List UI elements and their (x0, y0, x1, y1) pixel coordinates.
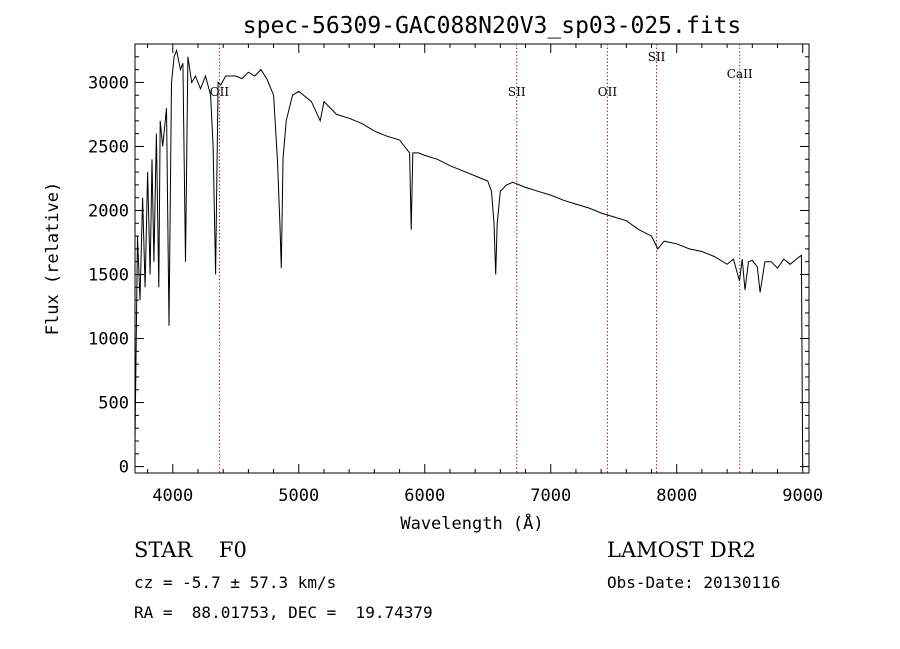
chart-title: spec-56309-GAC088N20V3_sp03-025.fits (243, 13, 742, 39)
y-tick-label: 0 (119, 458, 129, 478)
y-tick-label: 2500 (88, 137, 129, 157)
line-marker-label: SII (508, 85, 526, 99)
x-tick-label: 7000 (530, 486, 571, 506)
y-tick-label: 1500 (88, 266, 129, 286)
x-tick-label: 9000 (782, 486, 823, 506)
plot-frame (134, 43, 810, 474)
survey-label: LAMOST DR2 (607, 538, 756, 562)
line-marker-label: CaII (727, 67, 753, 81)
x-tick-label: 6000 (404, 486, 445, 506)
x-axis-label: Wavelength (Å) (400, 512, 543, 534)
obs-date-label: Obs-Date: 20130116 (607, 573, 781, 592)
line-marker-label: SII (648, 50, 666, 64)
y-axis-label: Flux (relative) (43, 182, 63, 336)
y-tick-label: 1000 (88, 330, 129, 350)
y-tick-label: 500 (98, 394, 129, 414)
spectrum-line (134, 48, 804, 467)
y-tick-label: 3000 (88, 73, 129, 93)
line-marker-label: OII (210, 85, 230, 99)
x-tick-label: 5000 (278, 486, 319, 506)
x-tick-label: 8000 (656, 486, 697, 506)
redshift-label: cz = -5.7 ± 57.3 km/s (134, 573, 337, 592)
object-class-label: STAR F0 (134, 538, 247, 562)
line-marker-label: OII (598, 85, 618, 99)
coordinates-label: RA = 88.01753, DEC = 19.74379 (134, 603, 433, 622)
x-tick-label: 4000 (152, 486, 193, 506)
y-tick-label: 2000 (88, 201, 129, 221)
